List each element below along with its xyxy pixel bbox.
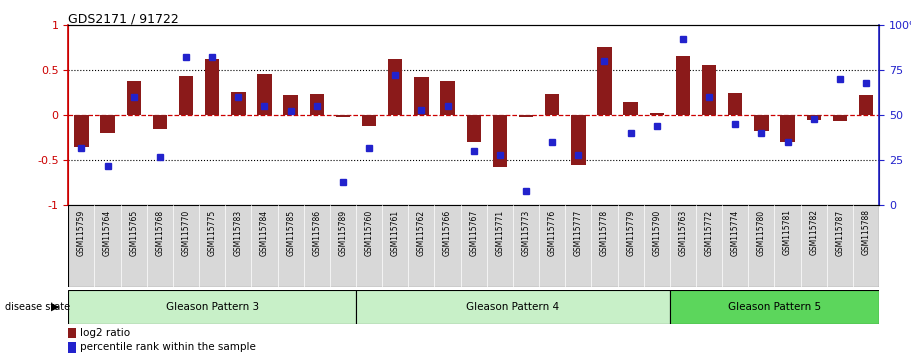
Bar: [100, 115, 115, 133]
Text: percentile rank within the sample: percentile rank within the sample: [79, 342, 256, 352]
Text: GSM115773: GSM115773: [521, 209, 530, 256]
Bar: [754, 115, 769, 131]
Bar: [440, 81, 455, 115]
Text: GSM115765: GSM115765: [129, 209, 138, 256]
Text: GSM115785: GSM115785: [286, 209, 295, 256]
Text: GSM115767: GSM115767: [469, 209, 478, 256]
Text: Gleason Pattern 3: Gleason Pattern 3: [166, 302, 259, 312]
Text: GSM115790: GSM115790: [652, 209, 661, 256]
Text: log2 ratio: log2 ratio: [79, 328, 129, 338]
Text: GSM115770: GSM115770: [181, 209, 190, 256]
Text: GSM115788: GSM115788: [862, 209, 871, 255]
Text: GSM115786: GSM115786: [312, 209, 322, 256]
Bar: [650, 113, 664, 115]
Text: ▶: ▶: [51, 302, 59, 312]
Text: GSM115772: GSM115772: [704, 209, 713, 256]
Bar: [362, 115, 376, 126]
Bar: [336, 115, 350, 117]
Bar: [179, 76, 193, 115]
Bar: [728, 93, 742, 115]
Bar: [257, 74, 271, 115]
Bar: [68, 205, 879, 287]
Bar: [356, 290, 670, 324]
Bar: [519, 115, 533, 117]
Bar: [859, 95, 874, 115]
Bar: [415, 77, 428, 115]
Bar: [701, 65, 716, 115]
Text: GSM115782: GSM115782: [809, 209, 818, 255]
Text: GSM115766: GSM115766: [443, 209, 452, 256]
Text: GSM115768: GSM115768: [156, 209, 164, 256]
Bar: [571, 115, 586, 165]
Bar: [545, 94, 559, 115]
Text: GSM115776: GSM115776: [548, 209, 557, 256]
Text: GSM115778: GSM115778: [600, 209, 609, 256]
Text: GSM115771: GSM115771: [496, 209, 505, 256]
Text: GSM115762: GSM115762: [417, 209, 426, 256]
Bar: [205, 59, 220, 115]
Bar: [806, 115, 821, 120]
Bar: [153, 115, 167, 129]
Bar: [833, 115, 847, 121]
Bar: [283, 95, 298, 115]
Bar: [310, 94, 324, 115]
Text: Gleason Pattern 4: Gleason Pattern 4: [466, 302, 559, 312]
Text: GSM115760: GSM115760: [364, 209, 374, 256]
Bar: [68, 290, 356, 324]
Text: GSM115759: GSM115759: [77, 209, 86, 256]
Bar: [466, 115, 481, 142]
Text: GSM115780: GSM115780: [757, 209, 766, 256]
Text: Gleason Pattern 5: Gleason Pattern 5: [728, 302, 821, 312]
Text: GSM115787: GSM115787: [835, 209, 844, 256]
Bar: [68, 342, 76, 353]
Text: GSM115761: GSM115761: [391, 209, 400, 256]
Text: GSM115777: GSM115777: [574, 209, 583, 256]
Text: GSM115779: GSM115779: [626, 209, 635, 256]
Bar: [781, 115, 794, 142]
Text: GSM115783: GSM115783: [234, 209, 243, 256]
Text: GSM115781: GSM115781: [783, 209, 792, 255]
Bar: [598, 47, 611, 115]
Text: GSM115784: GSM115784: [260, 209, 269, 256]
Text: GSM115774: GSM115774: [731, 209, 740, 256]
Bar: [623, 102, 638, 115]
Bar: [670, 290, 879, 324]
Bar: [127, 81, 141, 115]
Bar: [493, 115, 507, 167]
Bar: [676, 56, 691, 115]
Text: disease state: disease state: [5, 302, 69, 312]
Text: GSM115789: GSM115789: [339, 209, 347, 256]
Bar: [74, 115, 88, 147]
Bar: [68, 328, 76, 338]
Bar: [388, 59, 403, 115]
Text: GSM115763: GSM115763: [679, 209, 688, 256]
Text: GDS2171 / 91722: GDS2171 / 91722: [68, 12, 179, 25]
Bar: [231, 92, 246, 115]
Text: GSM115764: GSM115764: [103, 209, 112, 256]
Text: GSM115775: GSM115775: [208, 209, 217, 256]
